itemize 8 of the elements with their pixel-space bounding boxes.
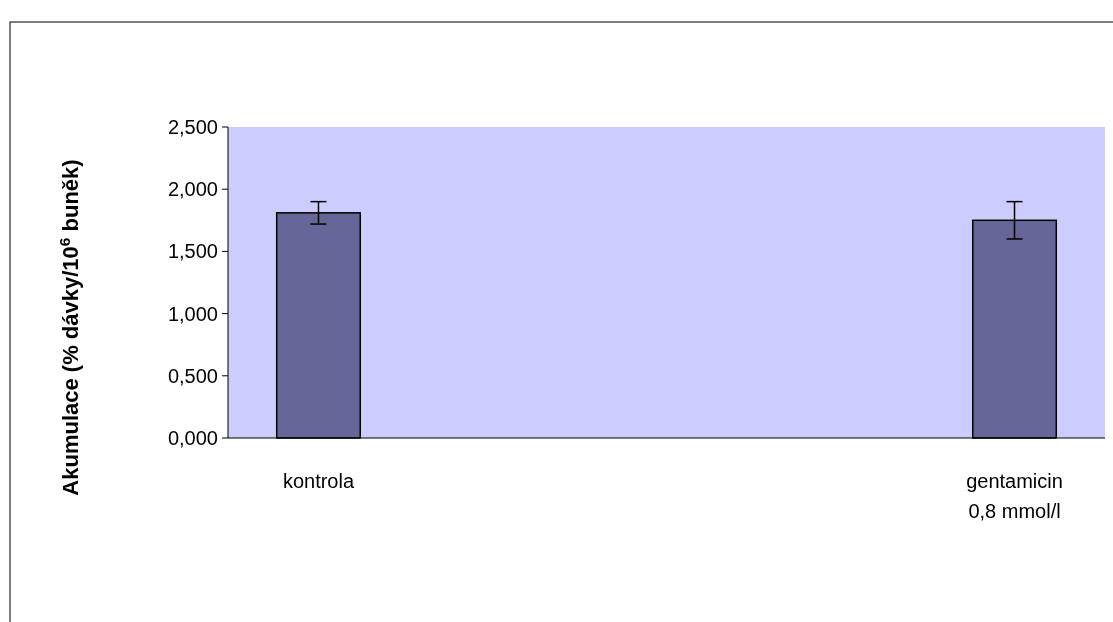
- y-tick-label: 1,000: [167, 302, 218, 325]
- y-tick-label: 1,500: [167, 240, 218, 263]
- x-tick-label: kontrola: [282, 470, 355, 492]
- y-tick-label: 0,500: [167, 364, 218, 387]
- y-tick-label: 0,000: [167, 427, 218, 449]
- y-tick-label: 2,000: [167, 178, 218, 201]
- x-tick-label: gentamicin 0,8 mmol/l: [966, 470, 1063, 522]
- y-tick-label: 2,500: [167, 116, 218, 138]
